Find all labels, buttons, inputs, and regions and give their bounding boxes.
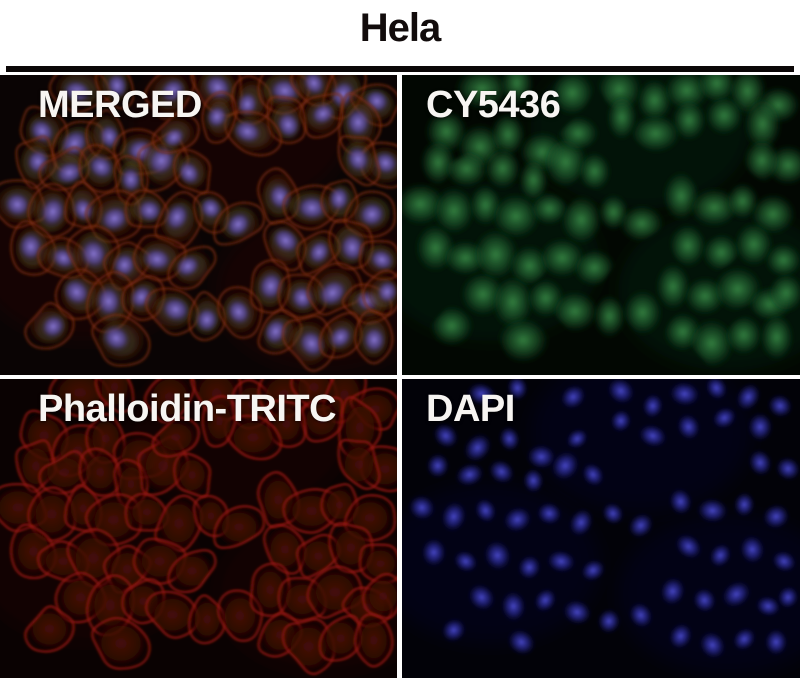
figure-title: Hela	[359, 6, 442, 50]
micrograph-dapi-image	[402, 379, 800, 678]
panel-dapi: DAPI	[402, 379, 800, 678]
panel-phalloidin-tritc: Phalloidin-TRITC	[0, 379, 397, 678]
micrograph-merged-image	[0, 75, 397, 375]
panel-merged: MERGED	[0, 75, 397, 375]
panel-label-merged: MERGED	[38, 84, 202, 126]
panel-label-dapi: DAPI	[426, 388, 515, 430]
panel-cy5436: CY5436	[402, 75, 800, 375]
panel-grid: MERGED CY5436 Phalloidin-TRITC DAPI	[0, 75, 800, 678]
figure-header: Hela	[0, 0, 800, 75]
panel-label-phalloidin-tritc: Phalloidin-TRITC	[38, 388, 337, 430]
panel-label-cy5436: CY5436	[426, 84, 561, 126]
micrograph-cy5436-image	[402, 75, 800, 375]
title-underline	[6, 66, 794, 72]
micrograph-phalloidin-tritc-image	[0, 379, 397, 678]
